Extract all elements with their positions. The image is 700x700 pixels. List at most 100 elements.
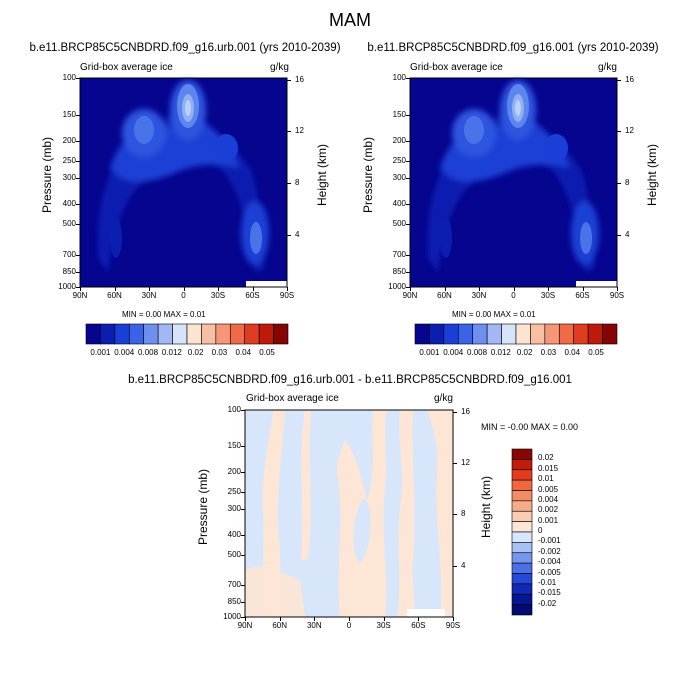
colorbar-1-cell-8 xyxy=(201,323,217,345)
colorbar-1-cell-2 xyxy=(114,323,130,345)
colorbar-3-label-2: 0.01 xyxy=(538,474,554,484)
panel-1-x-tick-mark-6 xyxy=(287,287,288,291)
panel-2-x-tick-6: 90S xyxy=(609,291,625,300)
panel-3-y2-axis-label: Height (km) xyxy=(479,476,493,539)
panel-1-h-tick-mark-2 xyxy=(287,183,291,185)
panel-3-p-tick-5: 400 xyxy=(227,529,241,539)
colorbar-1-label-3: 0.012 xyxy=(161,348,182,357)
panel-1-p-tick-3: 250 xyxy=(62,156,76,166)
panel-2-p-tick-mark-2 xyxy=(406,140,410,142)
panel-3-p-tick-9: 1000 xyxy=(223,612,241,621)
panel-3-x-tick-mark-1 xyxy=(279,617,281,621)
colorbar-3 xyxy=(511,448,533,616)
panel-2-p-tick-9: 1000 xyxy=(388,282,406,291)
panel-3-h-tick-1: 12 xyxy=(461,457,470,467)
panel-3-p-tick-mark-2 xyxy=(241,472,245,474)
mid-lat-core-south xyxy=(250,222,262,254)
colorbar-1-label-7: 0.05 xyxy=(259,348,275,357)
panel-1-y2-axis-label: Height (km) xyxy=(315,144,329,207)
panel-3-p-tick-mark-7 xyxy=(241,584,245,586)
panel-3-p-tick-mark-4 xyxy=(241,508,245,510)
colorbar-2-label-3: 0.012 xyxy=(490,348,511,357)
panel-1-p-tick-mark-7 xyxy=(76,254,80,256)
panel-2-x-tick-mark-3 xyxy=(513,287,515,291)
panel-2-p-tick-7: 700 xyxy=(392,249,406,259)
colorbar-2-cell-3 xyxy=(457,323,474,345)
panel-2-y2-axis-label: Height (km) xyxy=(645,144,659,207)
panel-3-x-tick-mark-2 xyxy=(314,617,316,621)
panel-3-p-tick-mark-3 xyxy=(241,492,245,494)
panel-1-x-tick-mark-5 xyxy=(252,287,254,291)
panel-1-p-tick-4: 300 xyxy=(62,172,76,182)
colorbar-2-cell-12 xyxy=(587,323,603,345)
panel-3-p-tick-mark-0 xyxy=(241,410,245,411)
colorbar-2-cell-9 xyxy=(544,323,560,345)
panel-1-h-tick-0: 16 xyxy=(295,74,304,84)
panel-3-x-tick-mark-6 xyxy=(453,617,454,621)
panel-2-h-tick-mark-0 xyxy=(617,79,621,81)
colorbar-3-cell-11 xyxy=(511,562,533,574)
colorbar-3-label-8: -0.001 xyxy=(538,536,561,546)
panel-3-p-tick-mark-9 xyxy=(241,617,245,618)
colorbar-3-cell-10 xyxy=(511,552,533,564)
panel-2-p-tick-mark-4 xyxy=(406,177,410,179)
colorbar-3-cell-2 xyxy=(511,469,533,481)
panel-1-h-tick-3: 4 xyxy=(295,230,300,240)
colorbar-2-label-4: 0.02 xyxy=(516,348,533,357)
panel-1-p-tick-mark-5 xyxy=(76,203,80,205)
panel-1-x-tick-1: 60N xyxy=(107,291,122,300)
panel-2-x-tick-2: 30N xyxy=(471,291,487,300)
panel-3-h-tick-mark-3 xyxy=(453,565,457,567)
panel-3-title: b.e11.BRCP85C5CNBDRD.f09_g16.urb.001 - b… xyxy=(128,374,572,386)
colorbar-3-cell-13 xyxy=(511,583,533,595)
panel-1-p-tick-mark-6 xyxy=(76,224,80,226)
panel-1-right-label: g/kg xyxy=(270,62,289,73)
panel-2-stats: MIN = 0.00 MAX = 0.01 xyxy=(452,310,536,319)
panel-2-p-tick-6: 500 xyxy=(392,219,406,229)
colorbar-2-cell-2 xyxy=(443,323,459,345)
panel-1-x-tick-mark-3 xyxy=(183,287,185,291)
panel-3-stats: MIN = -0.00 MAX = 0.00 xyxy=(481,422,579,432)
panel-1-x-tick-mark-0 xyxy=(80,287,81,291)
colorbar-1-cell-13 xyxy=(273,323,289,345)
panel-1-p-tick-mark-2 xyxy=(76,140,80,142)
panel-1-x-tick-2: 30N xyxy=(141,291,157,300)
colorbar-1-label-0: 0.001 xyxy=(90,348,111,357)
panel-3-plot xyxy=(244,409,454,618)
panel-2-p-tick-mark-1 xyxy=(406,114,410,116)
panel-1-h-tick-1: 12 xyxy=(295,126,304,136)
panel-1-p-tick-6: 500 xyxy=(62,219,76,229)
panel-2-h-tick-2: 8 xyxy=(625,178,630,188)
panel-1-p-tick-9: 1000 xyxy=(58,282,76,291)
panel-2-x-tick-1: 60N xyxy=(437,291,452,300)
mid-lat-core-north xyxy=(464,116,484,144)
panel-2-h-tick-mark-1 xyxy=(617,131,621,133)
panel-1-h-tick-mark-0 xyxy=(287,79,291,81)
panel-3-p-tick-3: 250 xyxy=(227,487,241,497)
panel-2-p-tick-2: 200 xyxy=(392,135,406,145)
panel-3-h-tick-2: 8 xyxy=(461,509,466,519)
colorbar-3-label-6: 0.001 xyxy=(538,515,559,525)
panel-2-x-tick-mark-0 xyxy=(410,287,411,291)
panel-2-x-tick-mark-5 xyxy=(582,287,584,291)
panel-2-p-tick-mark-7 xyxy=(406,254,410,256)
colorbar-1-label-6: 0.04 xyxy=(235,348,252,357)
colorbar-3-cell-8 xyxy=(511,531,533,543)
panel-2-title: b.e11.BRCP85C5CNBDRD.f09_g16.001 (yrs 20… xyxy=(367,42,659,54)
colorbar-1-cell-11 xyxy=(244,323,260,345)
panel-1-h-tick-mark-3 xyxy=(287,235,291,237)
panel-1-p-tick-mark-1 xyxy=(76,114,80,116)
colorbar-1-cell-1 xyxy=(100,323,116,345)
panel-2-h-tick-1: 12 xyxy=(625,126,634,136)
panel-3-x-tick-1: 60N xyxy=(272,621,287,630)
colorbar-3-cell-3 xyxy=(511,479,533,491)
panel-3-p-tick-mark-5 xyxy=(241,534,245,536)
panel-3-left-label: Grid-box average ice xyxy=(246,393,339,404)
colorbar-2-cell-7 xyxy=(515,323,531,345)
panel-3-x-tick-mark-4 xyxy=(383,617,385,621)
colorbar-2-cell-0 xyxy=(414,323,430,345)
panel-1-x-tick-3: 0 xyxy=(181,291,186,300)
panel-3-p-tick-6: 500 xyxy=(227,549,241,559)
panel-2-p-tick-8: 850 xyxy=(392,267,406,277)
colorbar-3-cell-5 xyxy=(511,500,533,512)
